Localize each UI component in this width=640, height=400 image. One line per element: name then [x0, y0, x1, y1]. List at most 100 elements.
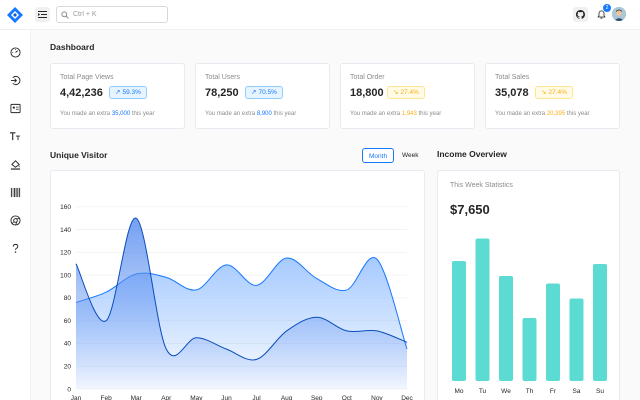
trend-down-icon: ↘ [541, 88, 547, 96]
x-tick-label: Nov [371, 395, 383, 400]
stat-trend-chip: ↗ 70.5% [245, 86, 283, 99]
trend-down-icon: ↘ [393, 88, 399, 96]
x-tick-label: Aug [281, 395, 293, 400]
stat-percent: 59.3% [122, 88, 141, 96]
stat-value: 78,250 [205, 87, 239, 99]
sidebar-item-register[interactable] [8, 101, 22, 115]
stat-extra: 35,000 [111, 111, 131, 117]
stat-note-prefix: You made an extra [495, 111, 547, 117]
stat-percent: 27.4% [400, 88, 419, 96]
income-bar [452, 261, 466, 381]
question-icon [12, 243, 18, 253]
chrome-icon [9, 214, 21, 226]
stat-trend-chip: ↘ 27.4% [387, 86, 425, 99]
x-tick-label: Apr [161, 395, 172, 400]
x-tick-label: Jan [71, 395, 82, 400]
stat-note-suffix: this year [416, 111, 442, 117]
github-icon [576, 10, 585, 19]
stat-note: You made an extra 8,900 this year [205, 111, 296, 117]
profile-icon [9, 103, 21, 113]
typography-icon [9, 131, 21, 140]
y-tick-label: 160 [60, 204, 71, 211]
trend-up-icon: ↗ [115, 88, 121, 96]
income-bar [593, 264, 607, 381]
stat-note-prefix: You made an extra [205, 111, 257, 117]
stat-percent: 70.5% [258, 88, 277, 96]
bar-x-label: Tu [479, 388, 487, 395]
logo-icon[interactable] [6, 6, 24, 24]
stat-note: You made an extra 1,943 this year [350, 111, 441, 117]
stat-note-suffix: this year [565, 111, 590, 117]
income-card: This Week Statistics $7,650 Mo Tu We Th Fr Sa… [437, 170, 620, 400]
sidebar-item-sample[interactable] [8, 213, 22, 227]
series-area [76, 218, 407, 389]
avatar[interactable] [612, 7, 626, 21]
income-bar-chart: Mo Tu We Th Fr Sa Su [452, 238, 607, 395]
stat-card-users: Total Users 78,250 ↗ 70.5% You made an e… [195, 63, 330, 129]
sidebar-item-shadow[interactable] [8, 185, 22, 199]
unique-visitor-title: Unique Visitor [50, 150, 108, 160]
stat-value: 35,078 [495, 87, 529, 99]
income-bar [475, 238, 490, 381]
stat-note: You made an extra 20,395 this year [495, 111, 590, 117]
stat-extra: 1,943 [401, 111, 417, 117]
stat-extra: 20,395 [546, 111, 566, 117]
week-toggle-button[interactable]: Week [402, 152, 419, 159]
sidebar-item-typography[interactable] [8, 129, 22, 143]
stat-label: Total Users [205, 74, 241, 81]
month-toggle-button[interactable]: Month [362, 148, 395, 163]
search-input[interactable] [73, 11, 163, 18]
x-tick-label: Jun [221, 395, 232, 400]
series-line [75, 217, 408, 361]
notification-button[interactable]: 2 [594, 4, 611, 22]
github-button[interactable] [573, 7, 588, 22]
login-icon [10, 75, 20, 85]
search-box[interactable] [56, 6, 168, 23]
y-tick-label: 20 [64, 364, 72, 371]
stat-note-prefix: You made an extra [60, 111, 112, 117]
x-tick-label: Dec [401, 395, 413, 400]
x-tick-label: Mar [131, 395, 143, 400]
trend-up-icon: ↗ [251, 88, 257, 96]
stat-value: 18,800 [350, 87, 384, 99]
income-overview-title: Income Overview [437, 149, 507, 159]
sidebar-item-dashboard[interactable] [8, 45, 22, 59]
stat-percent: 27.4% [548, 88, 567, 96]
y-tick-label: 100 [60, 272, 71, 279]
sidebar [0, 30, 31, 400]
x-tick-label: Feb [100, 395, 112, 400]
stat-note-prefix: You made an extra [350, 111, 402, 117]
y-tick-label: 80 [64, 295, 72, 302]
stat-label: Total Order [350, 74, 385, 81]
stat-card-orders: Total Order 18,800 ↘ 27.4% You made an e… [340, 63, 475, 129]
stat-note: You made an extra 35,000 this year [60, 111, 155, 117]
bar-x-label: Mo [454, 388, 463, 395]
x-tick-label: Sep [311, 395, 323, 400]
top-header: 2 [0, 0, 640, 30]
bar-x-label: We [501, 388, 511, 395]
avatar-image [612, 7, 626, 21]
bar-x-label: Fr [550, 388, 557, 395]
search-icon [61, 10, 69, 19]
stat-card-sales: Total Sales 35,078 ↘ 27.4% You made an e… [485, 63, 620, 129]
income-amount: $7,650 [450, 202, 490, 217]
stat-label: Total Page Views [60, 74, 114, 81]
y-tick-label: 120 [60, 250, 71, 257]
dashboard-icon [9, 46, 21, 58]
menu-fold-button[interactable] [35, 7, 50, 22]
sidebar-item-login[interactable] [8, 73, 22, 87]
y-tick-label: 140 [60, 227, 71, 234]
stat-note-suffix: this year [271, 111, 297, 117]
stat-trend-chip: ↗ 59.3% [109, 86, 147, 99]
income-bar [522, 318, 537, 381]
y-tick-label: 40 [64, 341, 72, 348]
x-tick-label: Jul [252, 395, 261, 400]
stat-note-suffix: this year [130, 111, 155, 117]
bar-x-label: Su [596, 388, 604, 395]
sidebar-item-color[interactable] [8, 157, 22, 171]
page-title: Dashboard [50, 42, 95, 52]
color-icon [10, 159, 20, 170]
bell-icon [597, 10, 606, 19]
sidebar-item-support[interactable] [8, 241, 22, 255]
visitor-chart-card: 0 20 40 60 80 100 120 140 160 Jan Feb Mar Apr May Jun J… [50, 170, 425, 400]
